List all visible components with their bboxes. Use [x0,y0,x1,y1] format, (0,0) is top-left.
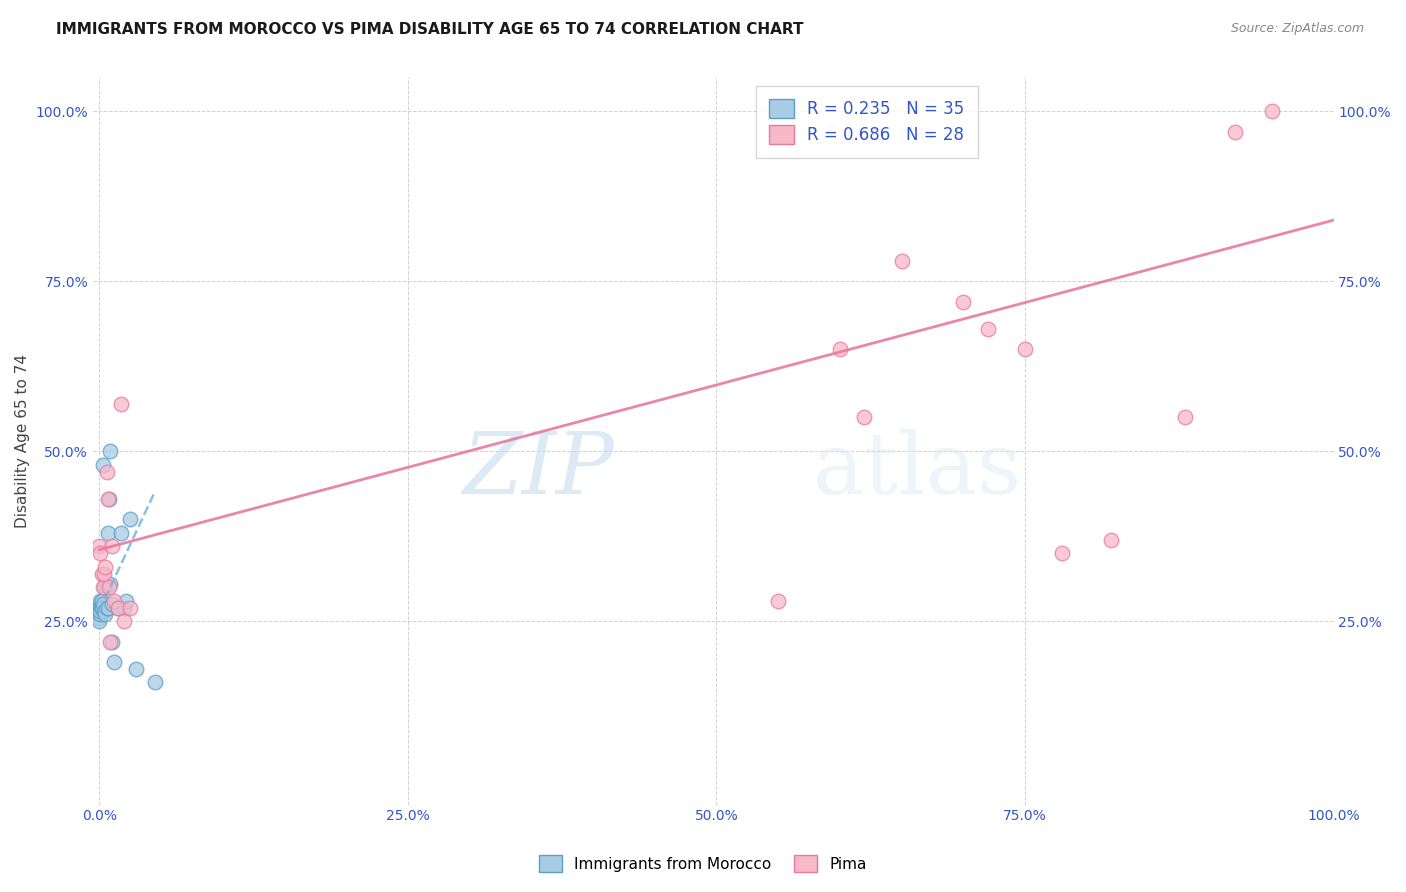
Point [112,614,135,628]
Point [1261,104,1284,119]
Point [110,525,132,540]
Text: Source: ZipAtlas.com: Source: ZipAtlas.com [1230,22,1364,36]
Point [100,634,122,648]
Point [103,655,125,669]
Point [107,600,129,615]
Point [890,254,912,268]
Point [89,593,111,607]
Point [94,580,117,594]
Point [1099,533,1122,547]
Point [853,410,876,425]
Point [1050,546,1073,560]
Point [89,600,111,615]
Point [143,675,166,690]
Point [97,600,120,615]
Point [93,580,115,594]
Point [98,634,121,648]
Point [94,559,117,574]
Point [93,604,115,618]
Point [97,525,120,540]
Legend: R = 0.235   N = 35, R = 0.686   N = 28: R = 0.235 N = 35, R = 0.686 N = 28 [755,86,977,158]
Point [89,604,111,618]
Point [100,597,122,611]
Point [98,444,121,458]
Point [89,600,111,615]
Point [977,322,1000,336]
Point [98,576,121,591]
Point [97,491,120,506]
Point [98,580,121,594]
Point [89,546,111,560]
Point [96,600,118,615]
Point [91,580,114,594]
Point [110,397,132,411]
Text: ZIP: ZIP [463,429,614,511]
Point [107,600,129,615]
Y-axis label: Disability Age 65 to 74: Disability Age 65 to 74 [15,354,30,528]
Point [94,607,117,622]
Point [120,600,142,615]
Point [766,593,789,607]
Point [828,343,851,357]
Point [1014,343,1036,357]
Point [89,614,111,628]
Point [90,600,112,615]
Point [100,540,122,554]
Point [90,600,112,615]
Point [90,566,112,581]
Point [89,611,111,625]
Point [115,593,138,607]
Point [91,458,114,472]
Point [103,593,125,607]
Point [1174,410,1197,425]
Legend: Immigrants from Morocco, Pima: Immigrants from Morocco, Pima [531,847,875,880]
Point [89,607,111,622]
Text: IMMIGRANTS FROM MOROCCO VS PIMA DISABILITY AGE 65 TO 74 CORRELATION CHART: IMMIGRANTS FROM MOROCCO VS PIMA DISABILI… [56,22,804,37]
Point [96,465,118,479]
Point [93,566,115,581]
Point [120,512,142,526]
Point [90,593,112,607]
Point [89,597,111,611]
Point [952,294,974,309]
Point [91,597,114,611]
Point [125,662,148,676]
Point [1223,125,1246,139]
Point [89,607,111,622]
Point [98,491,121,506]
Point [112,600,135,615]
Point [89,540,111,554]
Text: atlas: atlas [813,428,1022,512]
Point [89,604,111,618]
